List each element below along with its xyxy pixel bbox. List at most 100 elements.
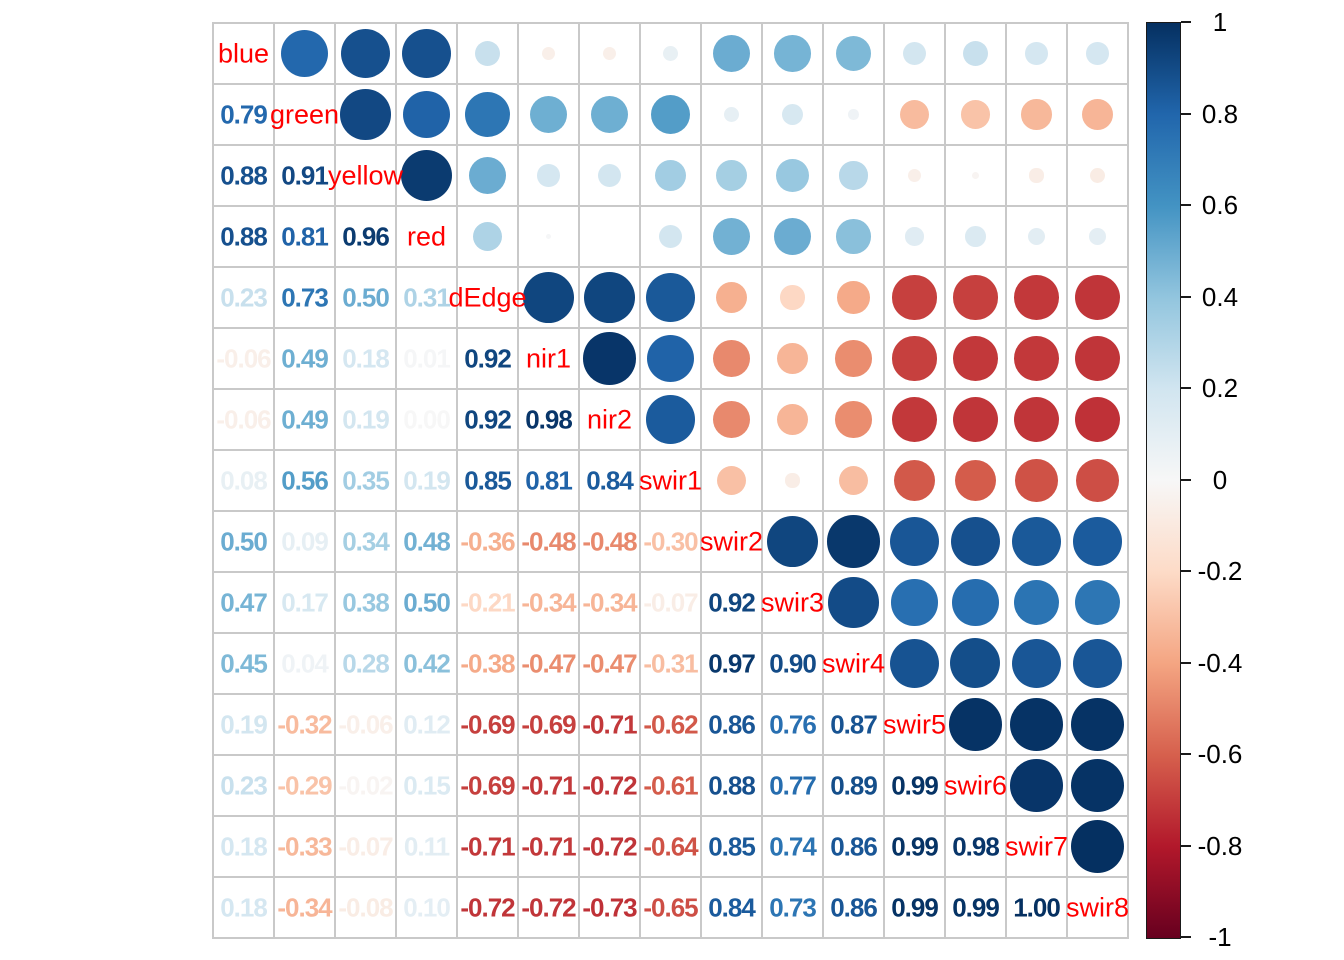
corr-circle-blue-red <box>401 28 452 79</box>
corr-value-swir8-swir1: -0.65 <box>643 892 698 922</box>
corr-circle-dEdge-swir1 <box>646 273 695 322</box>
corr-value-yellow-green: 0.91 <box>281 160 329 190</box>
corr-value-swir4-blue: 0.45 <box>220 648 268 678</box>
corr-value-swir6-swir5: 0.99 <box>891 770 939 800</box>
correlation-matrix-grid: blue 0.79 green 0.88 0.91 yellow 0.88 0.81 0.96 r… <box>212 22 1129 939</box>
corr-value-swir8-red: 0.10 <box>403 892 451 922</box>
colorbar-tick-label: 1 <box>1212 7 1228 37</box>
corr-circle-green-swir8 <box>1082 99 1113 130</box>
corr-value-swir7-blue: 0.18 <box>220 831 268 861</box>
corr-value-swir2-nir1: -0.48 <box>521 526 576 556</box>
corr-value-swir8-blue: 0.18 <box>220 892 268 922</box>
corr-circle-dEdge-swir6 <box>953 275 998 320</box>
corr-value-swir5-nir1: -0.69 <box>521 709 576 739</box>
corr-value-nir2-red: 0.00 <box>403 404 451 434</box>
corr-circle-swir1-swir7 <box>1015 459 1058 502</box>
corr-circle-yellow-swir6 <box>971 171 980 180</box>
corr-value-swir1-nir1: 0.81 <box>525 465 573 495</box>
variable-label-green: green <box>269 99 340 129</box>
colorbar-tick-label: 0.8 <box>1201 98 1239 129</box>
corr-circle-swir2-swir5 <box>889 516 940 567</box>
colorbar-tick <box>1181 570 1191 572</box>
corr-circle-dEdge-swir3 <box>780 285 805 310</box>
corr-circle-green-red <box>402 90 451 139</box>
colorbar-tick-label: 0.2 <box>1201 373 1239 403</box>
corr-circle-red-swir5 <box>905 227 924 246</box>
colorbar-tick-label: -0.6 <box>1197 739 1243 769</box>
corr-value-swir3-green: 0.17 <box>281 587 329 617</box>
corr-circle-blue-swir7 <box>1025 42 1048 65</box>
corr-value-nir1-red: 0.01 <box>403 343 451 373</box>
corr-value-swir8-swir3: 0.73 <box>769 892 817 922</box>
corr-value-swir8-yellow: -0.08 <box>338 892 393 922</box>
corr-value-swir4-swir2: 0.97 <box>708 648 756 678</box>
corr-value-swir5-swir4: 0.87 <box>830 709 878 739</box>
corr-circle-blue-swir3 <box>774 35 811 72</box>
corr-circle-swir3-swir8 <box>1074 579 1121 626</box>
corr-value-nir1-yellow: 0.18 <box>342 343 390 373</box>
corr-value-swir6-yellow: -0.02 <box>338 770 393 800</box>
colorbar-tick <box>1181 478 1191 481</box>
corr-value-swir1-nir2: 0.84 <box>586 465 634 495</box>
corr-circle-swir4-swir7 <box>1011 638 1062 689</box>
corr-value-swir8-swir2: 0.84 <box>708 892 756 922</box>
corr-value-swir3-dEdge: -0.21 <box>460 587 515 617</box>
corr-circle-swir6-swir8 <box>1071 759 1124 812</box>
colorbar-tick <box>1181 753 1191 755</box>
corr-circle-nir1-swir2 <box>713 340 750 377</box>
corr-value-swir2-red: 0.48 <box>403 526 451 556</box>
corr-circle-blue-swir1 <box>663 46 678 61</box>
corr-value-swir3-nir2: -0.34 <box>582 587 637 617</box>
corr-circle-swir2-swir6 <box>950 516 1001 567</box>
corr-circle-green-nir1 <box>529 95 568 134</box>
corr-value-nir1-dEdge: 0.92 <box>464 343 512 373</box>
corr-circle-green-swir6 <box>961 100 990 129</box>
corr-value-swir2-dEdge: -0.36 <box>460 526 515 556</box>
corr-value-swir7-red: 0.11 <box>403 831 450 861</box>
corr-circle-yellow-swir1 <box>654 159 687 192</box>
corr-circle-swir1-swir6 <box>954 459 997 502</box>
corr-circle-nir2-swir4 <box>835 401 872 438</box>
corr-circle-swir1-swir4 <box>838 465 869 496</box>
corr-circle-swir3-swir5 <box>891 579 938 626</box>
corr-value-swir4-dEdge: -0.38 <box>460 648 515 678</box>
corr-value-swir8-green: -0.34 <box>277 892 332 922</box>
variable-label-swir3: swir3 <box>760 587 825 617</box>
variable-label-dEdge: dEdge <box>448 282 527 312</box>
corr-circle-dEdge-swir2 <box>715 281 748 314</box>
corr-circle-nir1-swir6 <box>953 336 998 381</box>
colorbar-tick-label: -0.4 <box>1197 647 1243 678</box>
corr-value-swir4-red: 0.42 <box>403 648 451 678</box>
corr-value-swir6-swir1: -0.61 <box>643 770 698 800</box>
corr-circle-nir1-swir8 <box>1075 336 1120 381</box>
corr-value-swir5-dEdge: -0.69 <box>460 709 515 739</box>
corr-circle-swir5-swir7 <box>1010 698 1063 751</box>
corr-circle-red-swir7 <box>1027 227 1046 246</box>
corr-value-swir7-green: -0.33 <box>277 831 332 861</box>
corr-circle-red-swir2 <box>713 218 750 255</box>
corr-value-swir2-green: 0.09 <box>281 526 329 556</box>
colorbar-tick-label: 0.4 <box>1201 281 1239 312</box>
corr-circle-blue-nir1 <box>542 47 555 60</box>
corr-circle-dEdge-nir1 <box>523 272 574 323</box>
corr-value-swir2-yellow: 0.34 <box>342 526 390 556</box>
corr-value-swir6-nir2: -0.72 <box>582 770 637 800</box>
corr-value-swir5-nir2: -0.71 <box>582 709 637 739</box>
corr-value-swir7-swir1: -0.64 <box>643 831 698 861</box>
corr-value-red-green: 0.81 <box>281 221 329 251</box>
corr-value-swir3-swir2: 0.92 <box>708 587 756 617</box>
variable-label-red: red <box>406 221 447 251</box>
corr-circle-dEdge-swir5 <box>892 275 937 320</box>
corr-value-nir1-blue: -0.06 <box>216 343 271 373</box>
variable-label-swir6: swir6 <box>943 770 1008 800</box>
corr-circle-swir1-swir8 <box>1076 459 1119 502</box>
colorbar: 1 0.8 0.6 0.4 0.2 0 -0.2 -0.4 -0.6 -0.8 -1 <box>1146 7 1344 952</box>
corr-circle-blue-dEdge <box>474 40 501 67</box>
corr-circle-blue-swir5 <box>902 41 927 66</box>
corr-value-swir7-swir4: 0.86 <box>830 831 878 861</box>
variable-label-nir1: nir1 <box>525 343 572 373</box>
corr-circle-yellow-nir1 <box>537 164 560 187</box>
variable-label-swir1: swir1 <box>638 465 703 495</box>
corr-circle-red-swir8 <box>1089 228 1106 245</box>
corr-value-swir8-dEdge: -0.72 <box>460 892 515 922</box>
